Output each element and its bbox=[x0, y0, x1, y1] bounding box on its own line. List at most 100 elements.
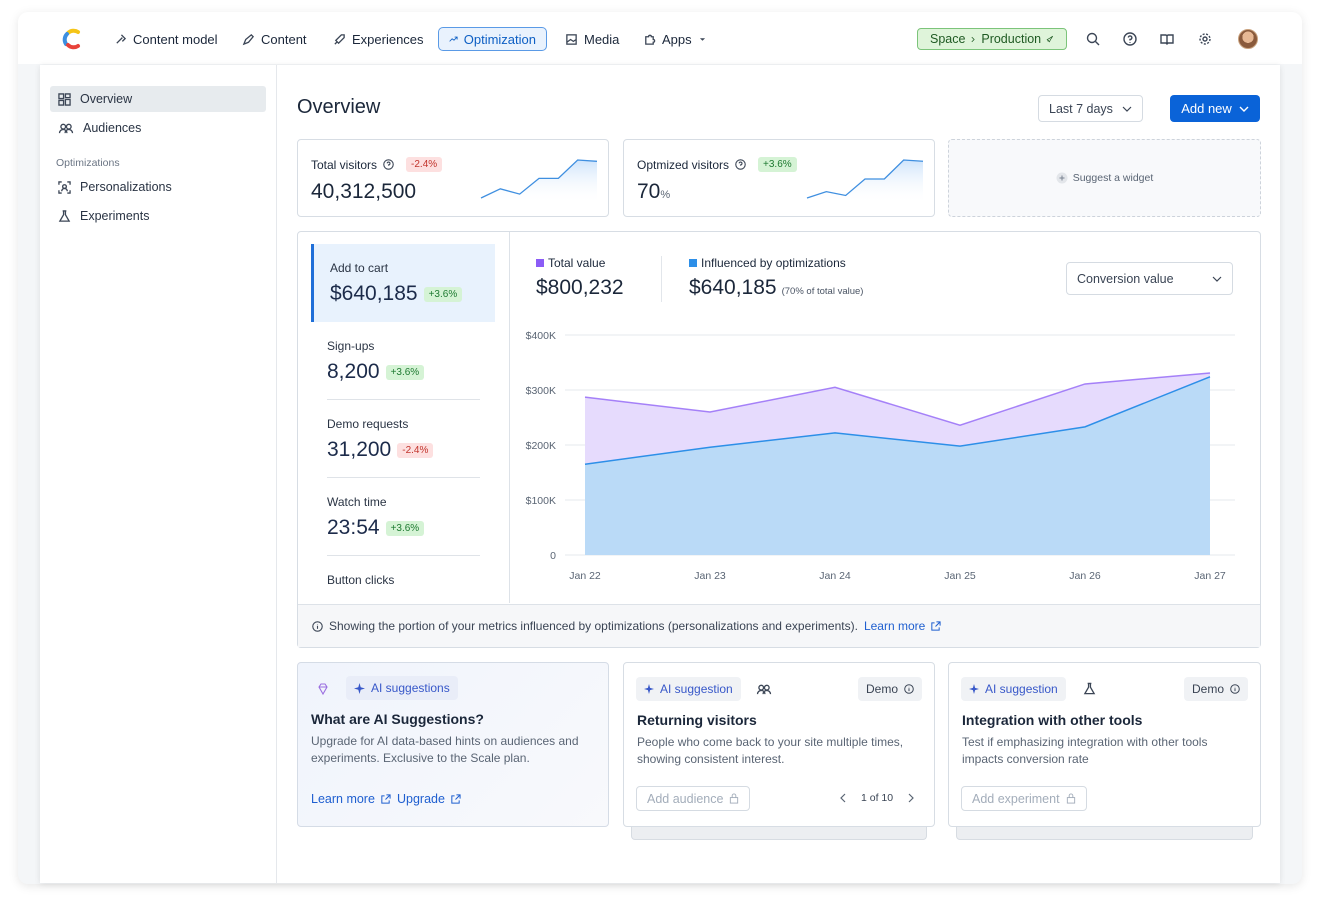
sparkline-area bbox=[481, 160, 597, 204]
metric-value: $640,185 bbox=[330, 282, 418, 305]
sidebar-label: Audiences bbox=[83, 121, 142, 135]
page-title: Overview bbox=[297, 96, 381, 118]
area-underlay bbox=[585, 376, 1210, 555]
settings-icon[interactable] bbox=[1198, 32, 1212, 46]
link-label: Learn more bbox=[311, 792, 375, 806]
suggest-label: Suggest a widget bbox=[1072, 172, 1154, 184]
kpi-change: +3.6% bbox=[758, 157, 797, 172]
kpi-label: Total visitors bbox=[311, 157, 378, 172]
info-link[interactable]: Learn more bbox=[864, 619, 941, 633]
sparkline-line bbox=[480, 159, 598, 199]
action-label: Add experiment bbox=[972, 791, 1060, 806]
sidebar-section: Optimizations bbox=[56, 157, 120, 169]
logo[interactable] bbox=[61, 28, 83, 50]
help-icon[interactable] bbox=[1123, 32, 1137, 46]
pager-label: 1 of 10 bbox=[861, 792, 894, 804]
range-dropdown[interactable]: Last 7 days bbox=[1038, 95, 1143, 122]
x-tick-label: Jan 25 bbox=[944, 570, 976, 582]
kpi-value: 40,312,500 bbox=[311, 180, 417, 203]
pager-next[interactable] bbox=[907, 793, 915, 803]
card-link[interactable]: Learn more bbox=[311, 792, 391, 806]
kpi-card: Optmized visitors +3.6% 70% bbox=[623, 139, 935, 217]
add-new-button[interactable]: Add new bbox=[1170, 95, 1260, 122]
divider bbox=[327, 399, 480, 400]
ai-tag: AI suggestions bbox=[346, 676, 458, 700]
line bbox=[584, 372, 1211, 426]
metric-item-active[interactable]: Add to cart $640,185 +3.6% bbox=[311, 244, 495, 322]
card-text: Upgrade for AI data-based hints on audie… bbox=[311, 734, 579, 765]
x-tick-label: Jan 26 bbox=[1069, 570, 1101, 582]
metric-item[interactable]: Sign-ups 8,200 +3.6% bbox=[311, 322, 495, 400]
sidebar-item[interactable]: Personalizations bbox=[50, 174, 172, 200]
kpi-header: Optmized visitors +3.6% bbox=[637, 157, 797, 172]
nav-item[interactable]: Content bbox=[242, 27, 307, 51]
ai-tag: AI suggestion bbox=[636, 677, 741, 701]
metric-change: +3.6% bbox=[385, 520, 425, 536]
metric-item[interactable]: Button clicks bbox=[311, 556, 495, 603]
card-title: Returning visitors bbox=[637, 712, 757, 728]
audience-icon bbox=[756, 684, 772, 695]
card-stack bbox=[631, 826, 927, 840]
sidebar bbox=[40, 65, 277, 883]
sparkline bbox=[480, 159, 598, 204]
ai-info-card: AI suggestions What are AI Suggestions? … bbox=[297, 662, 609, 827]
card-title: Integration with other tools bbox=[962, 712, 1143, 728]
y-tick-label: $200K bbox=[526, 440, 556, 452]
nav-item[interactable]: Apps bbox=[643, 27, 707, 51]
metric-value: 31,200 bbox=[327, 438, 392, 461]
metric-row: 31,200 -2.4% bbox=[327, 438, 434, 462]
link-label: Upgrade bbox=[397, 792, 445, 806]
influenced-value: $640,185 bbox=[689, 276, 777, 299]
metric-selector[interactable]: Conversion value bbox=[1066, 262, 1233, 295]
kpi-header: Total visitors -2.4% bbox=[311, 157, 443, 172]
influenced-note: (70% of total value) bbox=[781, 286, 864, 297]
nav-item-active[interactable]: Optimization bbox=[438, 27, 547, 51]
legend-swatch bbox=[689, 259, 697, 267]
experiment-icon bbox=[1083, 682, 1096, 695]
sidebar-label: Personalizations bbox=[80, 180, 172, 194]
environment-label: Production bbox=[981, 32, 1042, 46]
metric-change: -2.4% bbox=[397, 442, 434, 458]
metric-item[interactable]: Demo requests 31,200 -2.4% bbox=[311, 400, 495, 478]
sparkline-area bbox=[807, 160, 923, 204]
card-action[interactable]: Add audience bbox=[636, 786, 751, 811]
card-text: Test if emphasizing integration with oth… bbox=[962, 735, 1208, 766]
metric-label: Demo requests bbox=[327, 417, 409, 431]
card-action[interactable]: Add experiment bbox=[961, 786, 1087, 811]
kpi-card: Total visitors -2.4% 40,312,500 bbox=[297, 139, 609, 217]
search-icon[interactable] bbox=[1086, 32, 1100, 46]
nav-label: Apps bbox=[662, 31, 692, 47]
range-label: Last 7 days bbox=[1049, 101, 1113, 116]
kpi-change: -2.4% bbox=[406, 157, 443, 172]
pager-prev[interactable] bbox=[839, 793, 847, 803]
tag-label: AI suggestion bbox=[985, 682, 1058, 696]
nav-label: Experiences bbox=[352, 31, 424, 47]
demo-badge: Demo bbox=[1183, 677, 1248, 701]
divider bbox=[509, 232, 510, 603]
demo-badge: Demo bbox=[857, 677, 922, 701]
y-tick-label: $100K bbox=[526, 495, 556, 507]
sidebar-item[interactable]: Audiences bbox=[50, 115, 141, 141]
influenced-wrap: $640,185 (70% of total value) bbox=[689, 276, 863, 300]
sidebar-item-active[interactable]: Overview bbox=[50, 86, 266, 112]
line bbox=[584, 376, 1211, 465]
nav-item[interactable]: Media bbox=[565, 27, 619, 51]
nav-item[interactable]: Content model bbox=[114, 27, 218, 51]
avatar[interactable] bbox=[1238, 29, 1258, 49]
legend-label: Influenced by optimizations bbox=[701, 256, 846, 270]
card-link[interactable]: Upgrade bbox=[397, 792, 461, 806]
metric-value: 23:54 bbox=[327, 516, 380, 539]
tag-label: AI suggestion bbox=[660, 682, 733, 696]
suggest-widget[interactable]: Suggest a widget bbox=[948, 139, 1261, 217]
sidebar-item[interactable]: Experiments bbox=[50, 203, 149, 229]
space-badge[interactable]: Space Production bbox=[917, 28, 1067, 50]
sidebar-label: Experiments bbox=[80, 209, 150, 223]
x-tick-label: Jan 27 bbox=[1194, 570, 1226, 582]
metric-item[interactable]: Watch time 23:54 +3.6% bbox=[311, 478, 495, 556]
info-bar: Showing the portion of your metrics infl… bbox=[298, 604, 1260, 647]
nav-item[interactable]: Experiences bbox=[333, 27, 424, 51]
button-label: Add new bbox=[1181, 101, 1232, 116]
docs-icon[interactable] bbox=[1160, 32, 1174, 46]
metric-label: Button clicks bbox=[327, 573, 395, 587]
